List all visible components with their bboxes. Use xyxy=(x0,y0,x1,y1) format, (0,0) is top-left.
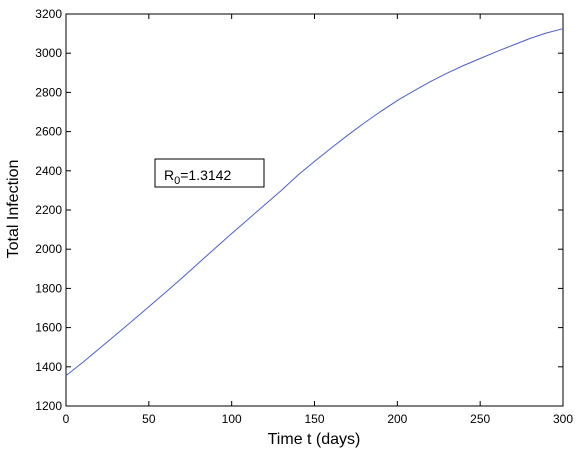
y-tick-label: 2400 xyxy=(35,164,62,178)
annotation-subscript: 0 xyxy=(174,175,180,187)
annotation-text: R0=1.3142 xyxy=(164,167,231,187)
annotation-value: =1.3142 xyxy=(180,167,231,183)
r0-annotation: R0=1.3142 xyxy=(154,158,265,188)
series-layer xyxy=(65,28,564,376)
y-tick-label: 2200 xyxy=(35,203,62,217)
y-tick-label: 2600 xyxy=(35,125,62,139)
y-tick-label: 3000 xyxy=(35,46,62,60)
series-line xyxy=(65,28,564,376)
axes xyxy=(65,13,564,407)
x-tick-label: 200 xyxy=(387,412,407,426)
y-tick-label: 2000 xyxy=(35,242,62,256)
y-tick-label: 1600 xyxy=(35,321,62,335)
x-tick-label: 50 xyxy=(142,412,156,426)
x-ticks: 0 50 100 150 200 250 300 xyxy=(63,14,573,426)
y-tick-label: 3200 xyxy=(35,7,62,21)
y-axis-label: Total Infection xyxy=(5,160,22,259)
y-ticks: 1200 1400 1600 1800 2000 2200 2400 2600 2800 3000… xyxy=(35,7,563,413)
x-tick-label: 100 xyxy=(222,412,242,426)
annotation-base: R xyxy=(164,167,174,183)
x-tick-label: 300 xyxy=(553,412,573,426)
x-axis-label: Time t (days) xyxy=(268,431,361,448)
annotation-box xyxy=(154,158,265,188)
x-tick-label: 150 xyxy=(304,412,324,426)
x-tick-label: 0 xyxy=(63,412,70,426)
y-tick-label: 1800 xyxy=(35,281,62,295)
plot-frame xyxy=(65,13,564,407)
x-tick-label: 250 xyxy=(470,412,490,426)
y-tick-label: 2800 xyxy=(35,85,62,99)
y-tick-label: 1400 xyxy=(35,360,62,374)
y-tick-label: 1200 xyxy=(35,399,62,413)
